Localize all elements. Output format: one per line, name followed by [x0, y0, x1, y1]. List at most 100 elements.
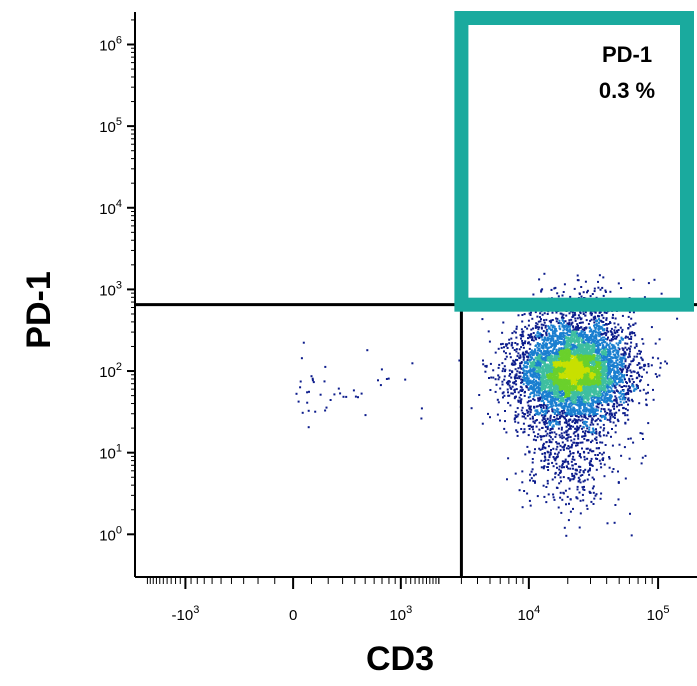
event-dot	[606, 355, 609, 358]
event-dot	[539, 363, 542, 366]
event-dot	[599, 361, 601, 364]
event-dot	[503, 378, 506, 381]
event-dot	[528, 359, 531, 362]
event-dot	[505, 355, 508, 358]
event-dot	[542, 413, 545, 416]
event-dot	[622, 365, 625, 368]
event-dot	[516, 370, 519, 373]
event-dot	[579, 312, 582, 315]
event-dot	[587, 413, 590, 416]
event-dot	[553, 354, 556, 357]
event-dot	[570, 350, 573, 353]
event-dot	[541, 394, 544, 396]
event-dot	[531, 365, 534, 368]
event-dot	[540, 323, 543, 326]
event-dot	[533, 378, 535, 381]
event-dot	[623, 357, 626, 360]
event-dot	[618, 361, 621, 364]
event-dot	[626, 382, 628, 385]
event-dot	[534, 361, 537, 364]
event-dot	[524, 413, 526, 416]
event-dot	[481, 318, 484, 321]
event-dot	[497, 374, 500, 377]
event-dot	[582, 330, 585, 333]
event-dot	[509, 373, 512, 375]
event-dot	[522, 422, 525, 425]
event-dot	[529, 367, 532, 370]
event-dot	[598, 321, 600, 324]
event-dot	[535, 376, 538, 379]
event-dot	[612, 363, 615, 366]
event-dot	[557, 418, 560, 420]
event-dot	[607, 364, 610, 366]
event-dot	[552, 408, 555, 411]
event-dot	[563, 337, 566, 340]
event-dot	[538, 375, 541, 378]
event-dot	[556, 317, 559, 320]
event-dot	[561, 396, 564, 399]
event-dot	[604, 410, 607, 413]
event-dot	[555, 390, 558, 393]
event-dot	[540, 318, 542, 321]
event-dot	[497, 366, 500, 369]
event-dot	[584, 416, 587, 419]
event-dot	[572, 406, 575, 409]
event-dot	[532, 372, 535, 375]
event-dot	[593, 324, 595, 327]
event-dot	[639, 432, 642, 435]
event-dot	[570, 332, 573, 334]
event-dot	[503, 427, 506, 430]
event-dot	[545, 395, 548, 398]
event-dot	[600, 387, 603, 390]
event-dot	[559, 403, 562, 406]
event-dot	[566, 347, 569, 350]
event-dot	[560, 414, 563, 417]
event-dot	[557, 408, 560, 411]
event-dot	[570, 404, 573, 407]
event-dot	[531, 381, 534, 384]
event-dot	[572, 410, 575, 413]
event-dot	[605, 344, 608, 347]
event-dot	[626, 389, 629, 392]
event-dot	[565, 414, 568, 417]
event-dot	[624, 378, 626, 381]
event-dot	[550, 396, 553, 399]
event-dot	[616, 375, 619, 378]
event-dot	[514, 331, 517, 334]
event-dot	[613, 329, 616, 332]
event-dot	[544, 358, 547, 361]
event-dot	[564, 320, 567, 323]
event-dot	[533, 381, 535, 384]
event-dot	[605, 383, 608, 386]
event-dot	[591, 330, 594, 333]
event-dot	[522, 356, 525, 359]
event-dot	[565, 420, 568, 423]
event-dot	[610, 356, 613, 359]
event-dot	[515, 383, 518, 386]
event-dot	[575, 339, 578, 342]
event-dot	[596, 409, 599, 412]
event-dot	[588, 411, 591, 414]
event-dot	[643, 365, 646, 368]
event-dot	[541, 396, 544, 399]
event-dot	[632, 389, 635, 392]
event-dot	[524, 353, 527, 356]
event-dot	[555, 433, 558, 436]
event-dot	[609, 399, 612, 402]
event-dot	[538, 412, 541, 415]
event-dot	[616, 331, 619, 334]
event-dot	[676, 317, 679, 320]
event-dot	[519, 354, 522, 357]
event-dot	[607, 330, 610, 333]
event-dot	[584, 327, 587, 330]
event-dot	[600, 348, 602, 351]
event-dot	[611, 332, 614, 335]
event-dot	[540, 336, 543, 339]
event-dot	[654, 342, 657, 345]
event-dot	[586, 357, 589, 360]
event-dot	[574, 317, 577, 320]
event-dot	[588, 350, 591, 353]
event-dot	[645, 398, 648, 401]
event-dot	[504, 343, 507, 346]
event-dot	[554, 329, 557, 332]
